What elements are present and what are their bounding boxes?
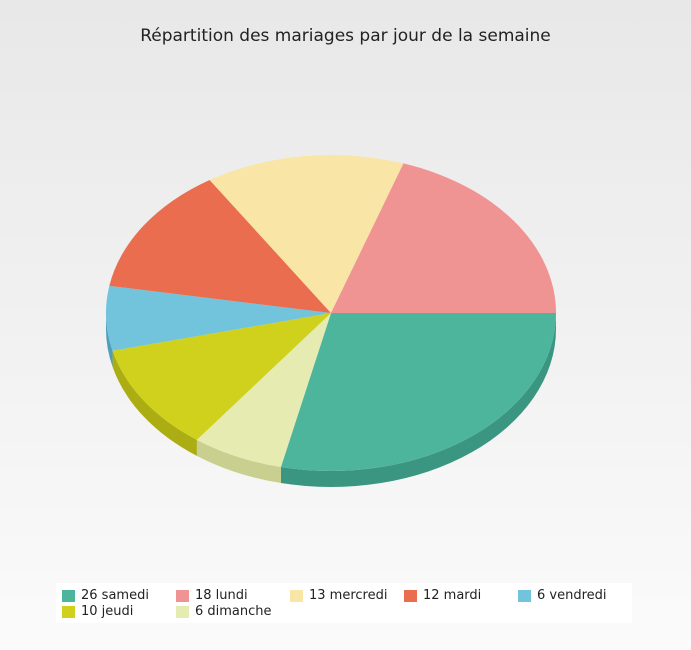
legend-label: 6 vendredi [537,588,607,603]
legend: 26 samedi 18 lundi 13 mercredi 12 mardi 6 ve… [56,583,632,623]
pie-slice-13-mercredi[interactable] [209,155,404,313]
pie-side-6-dimanche [196,439,281,484]
pie-side-10-jeudi [112,350,197,456]
pie-slice-6-vendredi[interactable] [105,285,331,351]
legend-swatch [518,590,531,602]
pie-sides [106,313,556,487]
legend-label: 13 mercredi [309,588,388,603]
legend-swatch [290,590,303,602]
legend-label: 10 jeudi [81,604,134,619]
legend-label: 6 dimanche [195,604,272,619]
legend-label: 12 mardi [423,588,482,603]
pie-top [105,155,556,471]
legend-swatch [176,606,189,618]
pie-slice-26-samedi[interactable] [280,313,556,471]
pie-side-6-vendredi [106,313,113,367]
legend-swatch [176,590,189,602]
pie-chart [105,155,556,487]
pie-slice-6-dimanche[interactable] [196,313,331,468]
pie-slice-10-jeudi[interactable] [112,313,332,440]
legend-label: 18 lundi [195,588,248,603]
chart-title: Répartition des mariages par jour de la … [140,26,551,46]
legend-swatch [404,590,417,602]
legend-label: 26 samedi [81,588,149,603]
pie-slice-12-mardi[interactable] [109,179,332,313]
legend-swatch [62,606,75,618]
legend-swatch [62,590,75,602]
pie-slice-18-lundi[interactable] [331,163,556,313]
